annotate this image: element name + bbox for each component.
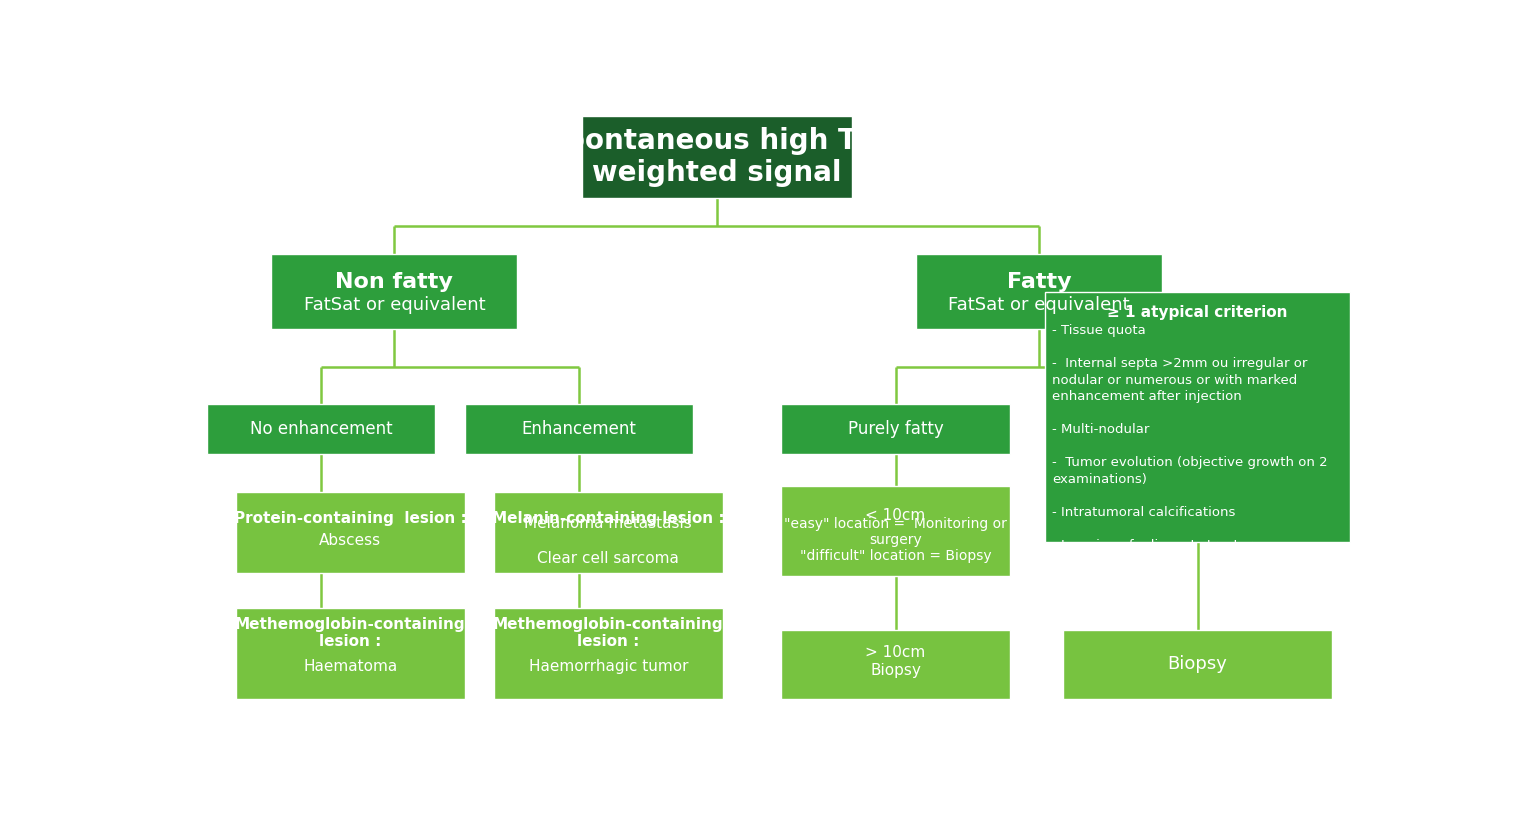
Text: Enhancement: Enhancement: [522, 420, 637, 438]
Text: Haematoma: Haematoma: [303, 659, 398, 674]
FancyBboxPatch shape: [915, 254, 1162, 329]
Text: Melanin-containing lesion :: Melanin-containing lesion :: [492, 511, 725, 526]
Text: Melanoma metastasis

Clear cell sarcoma: Melanoma metastasis Clear cell sarcoma: [525, 516, 691, 566]
FancyBboxPatch shape: [236, 608, 464, 698]
FancyBboxPatch shape: [583, 116, 852, 198]
FancyBboxPatch shape: [781, 629, 1011, 698]
Text: Biopsy: Biopsy: [870, 663, 921, 679]
Text: "easy" location =  Monitoring or
surgery
"difficult" location = Biopsy: "easy" location = Monitoring or surgery …: [784, 517, 1008, 563]
FancyBboxPatch shape: [781, 404, 1011, 454]
FancyBboxPatch shape: [236, 492, 464, 573]
Text: Abscess: Abscess: [319, 533, 381, 548]
Text: Haemorrhagic tumor: Haemorrhagic tumor: [528, 659, 688, 674]
Text: Purely fatty: Purely fatty: [847, 420, 944, 438]
FancyBboxPatch shape: [781, 485, 1011, 576]
FancyBboxPatch shape: [493, 492, 723, 573]
FancyBboxPatch shape: [271, 254, 517, 329]
Text: - Tissue quota

-  Internal septa >2mm ou irregular or
nodular or numerous or wi: - Tissue quota - Internal septa >2mm ou …: [1052, 324, 1328, 552]
Text: Fatty: Fatty: [1008, 272, 1071, 292]
Text: Non fatty: Non fatty: [336, 272, 454, 292]
Text: > 10cm: > 10cm: [865, 645, 926, 660]
Text: FatSat or equivalent: FatSat or equivalent: [949, 296, 1130, 314]
Text: Spontaneous high T1-
weighted signal: Spontaneous high T1- weighted signal: [546, 127, 888, 187]
FancyBboxPatch shape: [207, 404, 436, 454]
Text: Biopsy: Biopsy: [1168, 655, 1227, 673]
Text: Methemoglobin-containing
lesion :: Methemoglobin-containing lesion :: [235, 617, 466, 650]
Text: No enhancement: No enhancement: [250, 420, 392, 438]
FancyBboxPatch shape: [493, 608, 723, 698]
Text: FatSat or equivalent: FatSat or equivalent: [304, 296, 486, 314]
FancyBboxPatch shape: [464, 404, 693, 454]
FancyBboxPatch shape: [1062, 629, 1333, 698]
Text: < 10cm: < 10cm: [865, 508, 926, 523]
FancyBboxPatch shape: [1045, 292, 1350, 542]
Text: Protein-containing  lesion :: Protein-containing lesion :: [235, 511, 466, 526]
Text: ≥ 1 atypical criterion: ≥ 1 atypical criterion: [1108, 306, 1288, 320]
Text: Methemoglobin-containing
lesion :: Methemoglobin-containing lesion :: [493, 617, 723, 650]
